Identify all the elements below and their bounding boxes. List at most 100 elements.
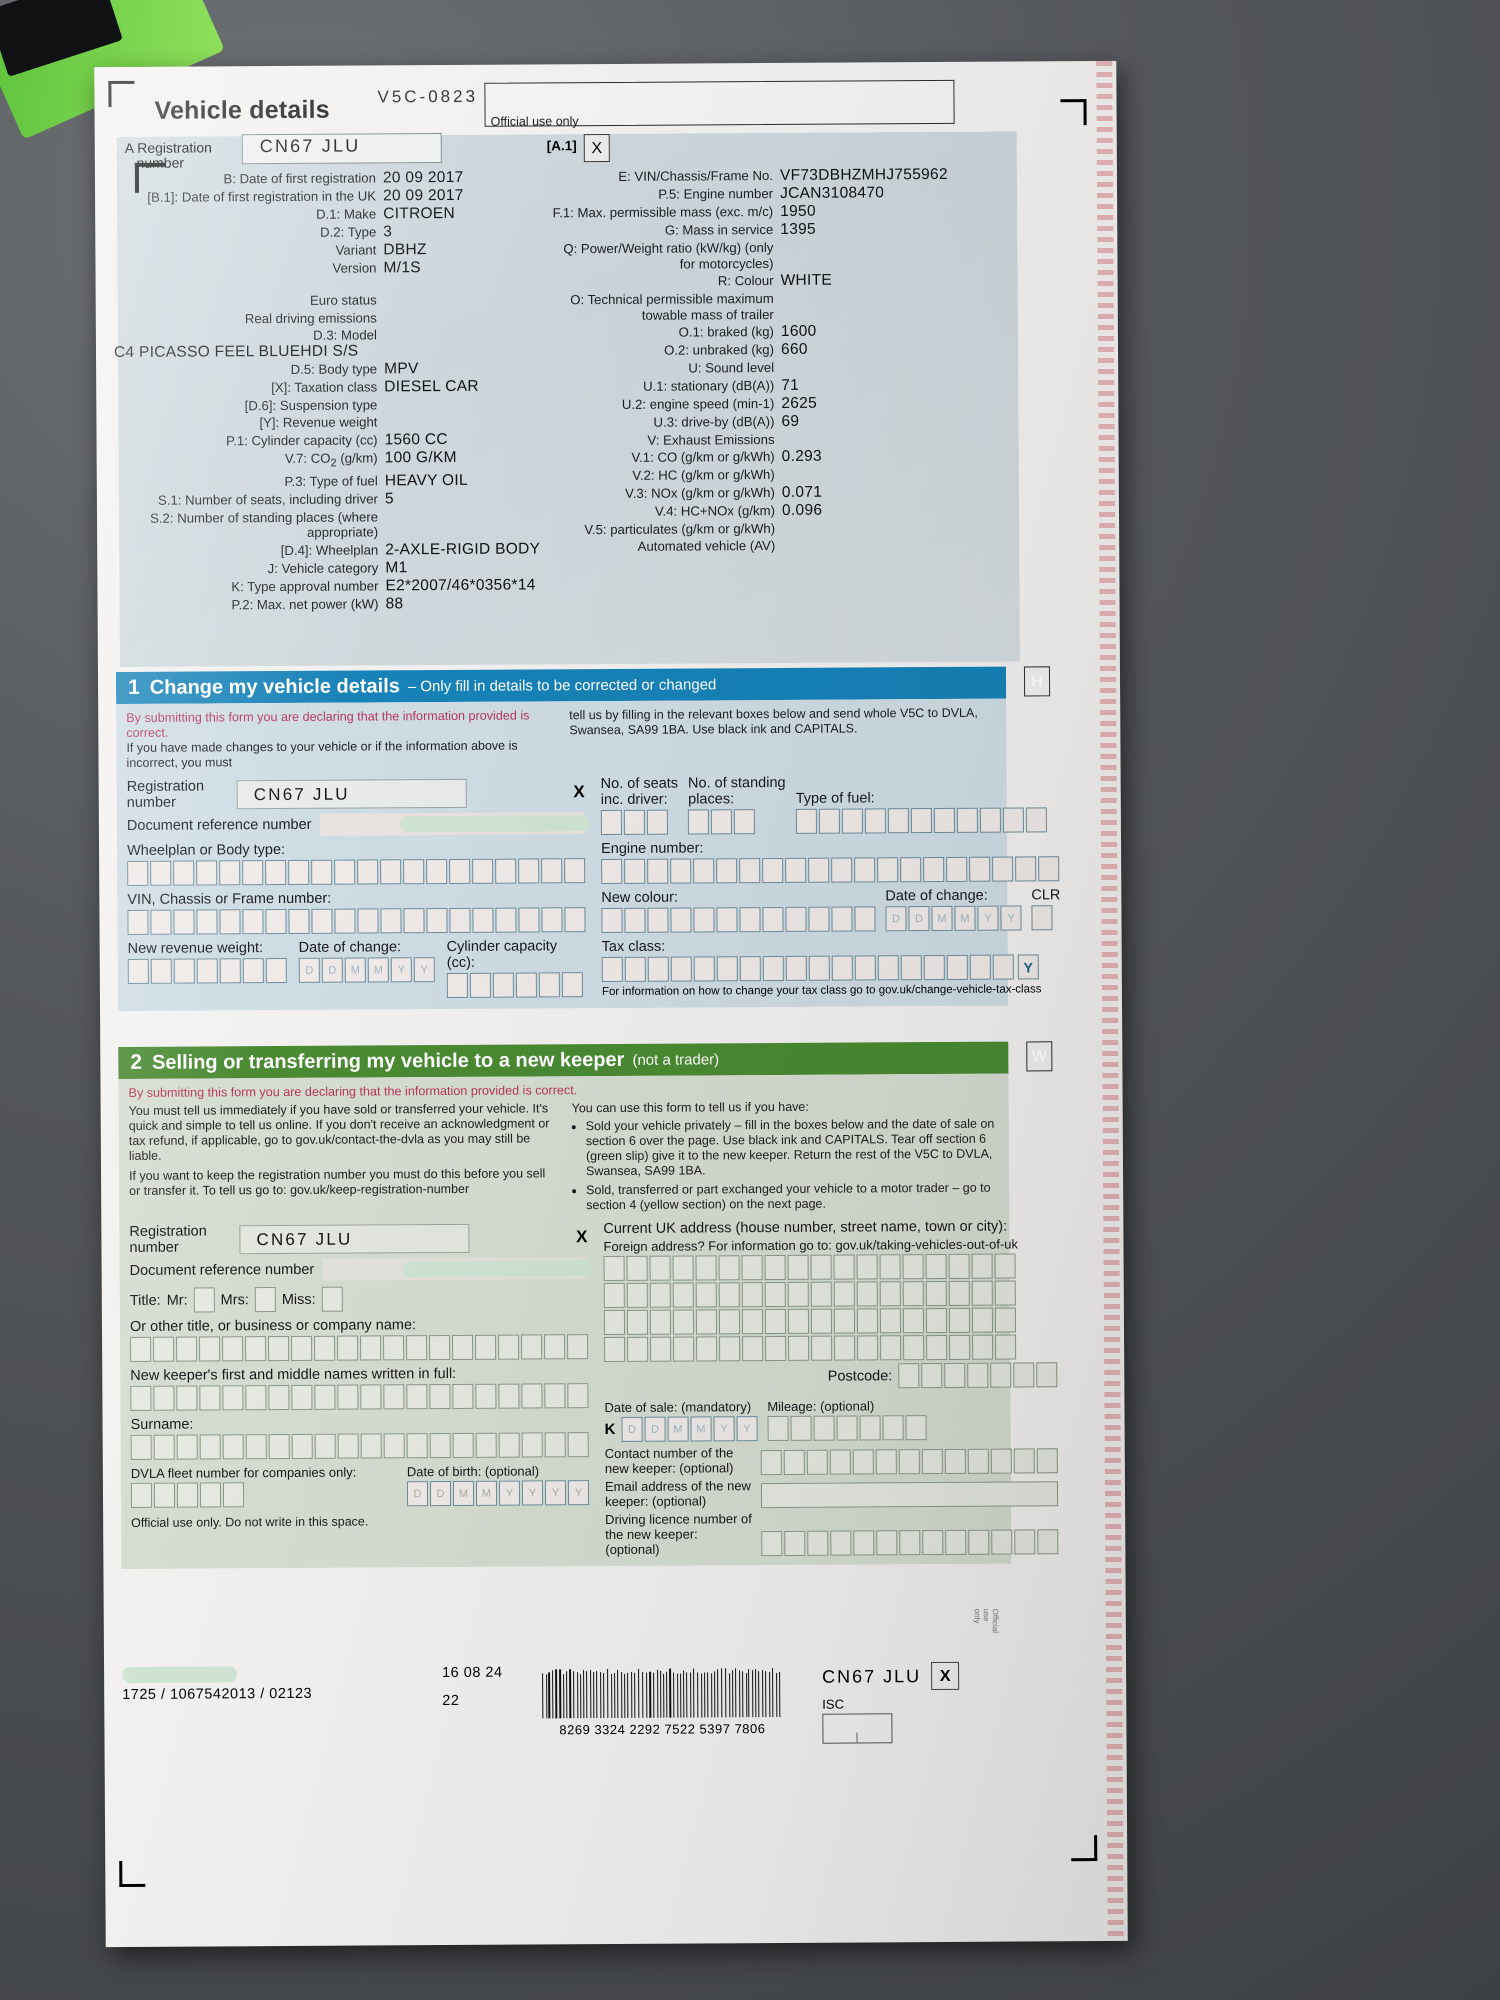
character-box[interactable] [693, 907, 715, 933]
character-box[interactable] [695, 1255, 717, 1281]
character-box[interactable] [923, 954, 945, 981]
character-box[interactable] [673, 1336, 695, 1362]
section-2-miss-checkbox[interactable] [321, 1286, 343, 1312]
character-box[interactable] [406, 1384, 428, 1410]
character-box[interactable] [601, 907, 623, 934]
character-box[interactable] [992, 856, 1014, 882]
character-box[interactable] [176, 1434, 198, 1460]
character-box[interactable] [945, 1529, 967, 1555]
section-1-cylinder-input[interactable] [446, 972, 586, 999]
character-box[interactable] [446, 972, 468, 999]
character-box[interactable] [764, 1281, 786, 1308]
section-1-revenue-input[interactable] [127, 957, 287, 984]
character-box[interactable] [518, 858, 540, 884]
character-box[interactable] [199, 1482, 222, 1508]
character-box[interactable] [925, 1253, 947, 1280]
character-box[interactable] [541, 907, 563, 933]
date-character-box[interactable]: D [406, 1481, 429, 1507]
character-box[interactable] [741, 1282, 763, 1308]
character-box[interactable] [268, 1335, 290, 1362]
character-box[interactable] [1025, 807, 1047, 833]
character-box[interactable] [718, 1282, 740, 1308]
character-box[interactable] [199, 1434, 221, 1460]
character-box[interactable] [718, 1309, 741, 1335]
character-box[interactable] [856, 1254, 878, 1280]
character-box[interactable] [406, 1335, 428, 1361]
character-box[interactable] [948, 1280, 970, 1306]
section-2-postcode-input[interactable] [898, 1362, 1058, 1389]
character-box[interactable] [688, 809, 710, 835]
section-2-mileage-input[interactable] [767, 1415, 927, 1442]
character-box[interactable] [626, 1255, 648, 1281]
character-box[interactable] [811, 1335, 833, 1361]
character-box[interactable] [831, 906, 853, 932]
character-box[interactable] [199, 1385, 221, 1411]
character-box[interactable] [426, 907, 448, 934]
character-box[interactable] [948, 1253, 970, 1279]
character-box[interactable] [600, 809, 622, 836]
character-box[interactable] [567, 1383, 589, 1409]
character-box[interactable] [910, 808, 932, 834]
character-box[interactable] [357, 908, 379, 934]
date-character-box[interactable]: Y [713, 1416, 735, 1442]
character-box[interactable] [544, 1383, 566, 1409]
character-box[interactable] [857, 1335, 879, 1361]
character-box[interactable] [498, 1334, 520, 1360]
section-1-tax-input[interactable] [601, 954, 1014, 983]
character-box[interactable] [902, 1308, 925, 1334]
section-2-mr-checkbox[interactable] [193, 1287, 215, 1313]
character-box[interactable] [716, 956, 738, 982]
character-box[interactable] [337, 1433, 359, 1459]
section-2-reg-input[interactable]: CN67 JLU [239, 1223, 470, 1254]
character-box[interactable] [153, 1482, 176, 1508]
character-box[interactable] [672, 1309, 695, 1335]
character-box[interactable] [670, 907, 692, 933]
character-box[interactable] [762, 906, 784, 933]
character-box[interactable] [429, 1432, 451, 1459]
character-box[interactable] [902, 1281, 924, 1307]
character-box[interactable] [150, 958, 172, 984]
character-box[interactable] [829, 1449, 851, 1475]
character-box[interactable] [495, 907, 517, 933]
character-box[interactable] [833, 1281, 855, 1307]
character-box[interactable] [783, 1449, 805, 1475]
character-box[interactable] [946, 954, 968, 980]
character-box[interactable] [1013, 1448, 1035, 1474]
character-box[interactable] [876, 1530, 898, 1556]
section-1-docref-input[interactable] [319, 812, 590, 836]
character-box[interactable] [521, 1334, 543, 1360]
character-box[interactable] [265, 957, 287, 984]
character-box[interactable] [785, 857, 807, 883]
character-box[interactable] [601, 858, 623, 885]
character-box[interactable] [764, 1254, 786, 1281]
section-1-fuel-input[interactable] [795, 807, 1047, 834]
character-box[interactable] [649, 1255, 671, 1281]
character-box[interactable] [718, 1255, 740, 1281]
character-box[interactable] [716, 907, 738, 933]
character-box[interactable] [1014, 1529, 1036, 1555]
character-box[interactable] [898, 1363, 920, 1389]
date-character-box[interactable]: D [298, 957, 320, 983]
character-box[interactable] [627, 1336, 649, 1362]
section-2-address-line-1[interactable] [603, 1253, 1057, 1282]
character-box[interactable] [922, 1529, 944, 1556]
section-1-vin-input[interactable] [127, 907, 586, 935]
character-box[interactable] [830, 1530, 852, 1556]
character-box[interactable] [603, 1255, 625, 1282]
character-box[interactable] [176, 1336, 198, 1362]
character-box[interactable] [711, 809, 733, 835]
character-box[interactable] [1036, 1362, 1058, 1388]
character-box[interactable] [403, 859, 425, 885]
character-box[interactable] [810, 1254, 832, 1280]
character-box[interactable] [567, 1432, 589, 1458]
character-box[interactable] [949, 1334, 971, 1360]
character-box[interactable] [967, 1448, 989, 1474]
character-box[interactable] [383, 1384, 405, 1410]
character-box[interactable] [564, 858, 586, 884]
character-box[interactable] [265, 908, 287, 935]
character-box[interactable] [900, 857, 922, 883]
character-box[interactable] [859, 1415, 881, 1441]
character-box[interactable] [153, 1385, 175, 1411]
section-2-docref-input[interactable] [322, 1257, 593, 1281]
